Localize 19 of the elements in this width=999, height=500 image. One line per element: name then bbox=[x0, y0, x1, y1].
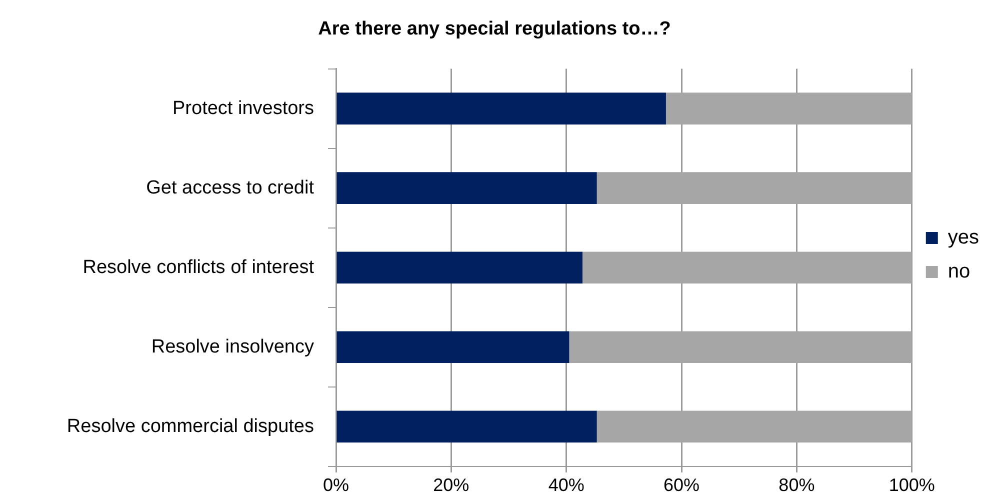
bar bbox=[336, 172, 597, 204]
y-tick-label: Resolve conflicts of interest bbox=[82, 256, 315, 278]
legend-label: no bbox=[948, 260, 970, 283]
legend-label: yes bbox=[948, 226, 979, 249]
y-tick-label: Resolve insolvency bbox=[151, 336, 314, 358]
bar bbox=[336, 410, 597, 443]
x-tick-label: 0% bbox=[322, 475, 350, 496]
x-tick-label: 60% bbox=[664, 475, 700, 496]
x-tick-label: 100% bbox=[888, 475, 935, 496]
bar bbox=[336, 92, 666, 124]
x-tick-label: 40% bbox=[548, 475, 584, 496]
y-tick-label: Resolve commercial disputes bbox=[66, 416, 314, 437]
bar bbox=[336, 331, 570, 364]
bar bbox=[336, 252, 582, 284]
y-tick-label: Get access to credit bbox=[146, 177, 315, 198]
x-tick-label: 20% bbox=[433, 475, 470, 496]
x-tick-label: 80% bbox=[778, 475, 815, 496]
chart-title: Are there any special regulations to…? bbox=[318, 18, 671, 40]
y-tick-label: Protect investors bbox=[172, 98, 314, 119]
